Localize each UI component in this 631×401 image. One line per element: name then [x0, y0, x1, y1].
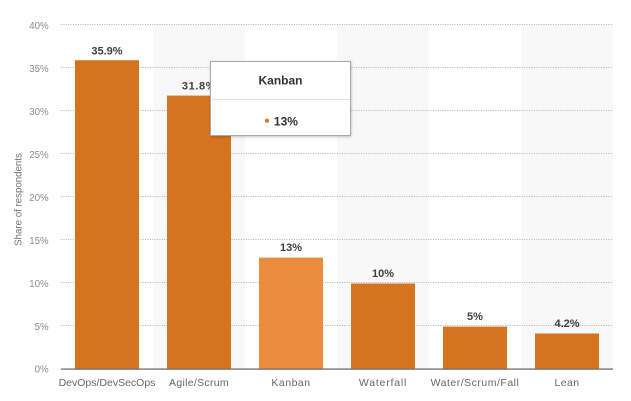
svg-text:35.9%: 35.9%	[91, 45, 122, 57]
svg-text:5%: 5%	[467, 311, 483, 323]
svg-text:40%: 40%	[29, 21, 49, 32]
svg-text:31.8%: 31.8%	[182, 81, 216, 93]
svg-text:13%: 13%	[274, 115, 298, 129]
svg-text:15%: 15%	[29, 236, 49, 247]
svg-text:Agile/Scrum: Agile/Scrum	[169, 377, 229, 389]
svg-text:20%: 20%	[29, 193, 49, 204]
svg-text:Water/Scrum/Fall: Water/Scrum/Fall	[431, 377, 520, 389]
svg-text:10%: 10%	[372, 268, 394, 280]
svg-text:Share of respondents: Share of respondents	[14, 153, 25, 246]
svg-text:5%: 5%	[35, 322, 49, 333]
svg-text:4.2%: 4.2%	[554, 318, 579, 330]
svg-text:Waterfall: Waterfall	[359, 377, 407, 389]
svg-text:25%: 25%	[29, 150, 49, 161]
svg-text:DevOps/DevSecOps: DevOps/DevSecOps	[59, 377, 156, 389]
svg-text:0%: 0%	[35, 364, 49, 375]
svg-text:Kanban: Kanban	[271, 377, 310, 389]
svg-text:35%: 35%	[29, 64, 49, 75]
svg-text:10%: 10%	[29, 279, 49, 290]
svg-text:30%: 30%	[29, 107, 49, 118]
svg-text:Kanban: Kanban	[258, 73, 302, 87]
svg-text:Lean: Lean	[555, 377, 580, 389]
svg-text:13%: 13%	[280, 242, 302, 254]
